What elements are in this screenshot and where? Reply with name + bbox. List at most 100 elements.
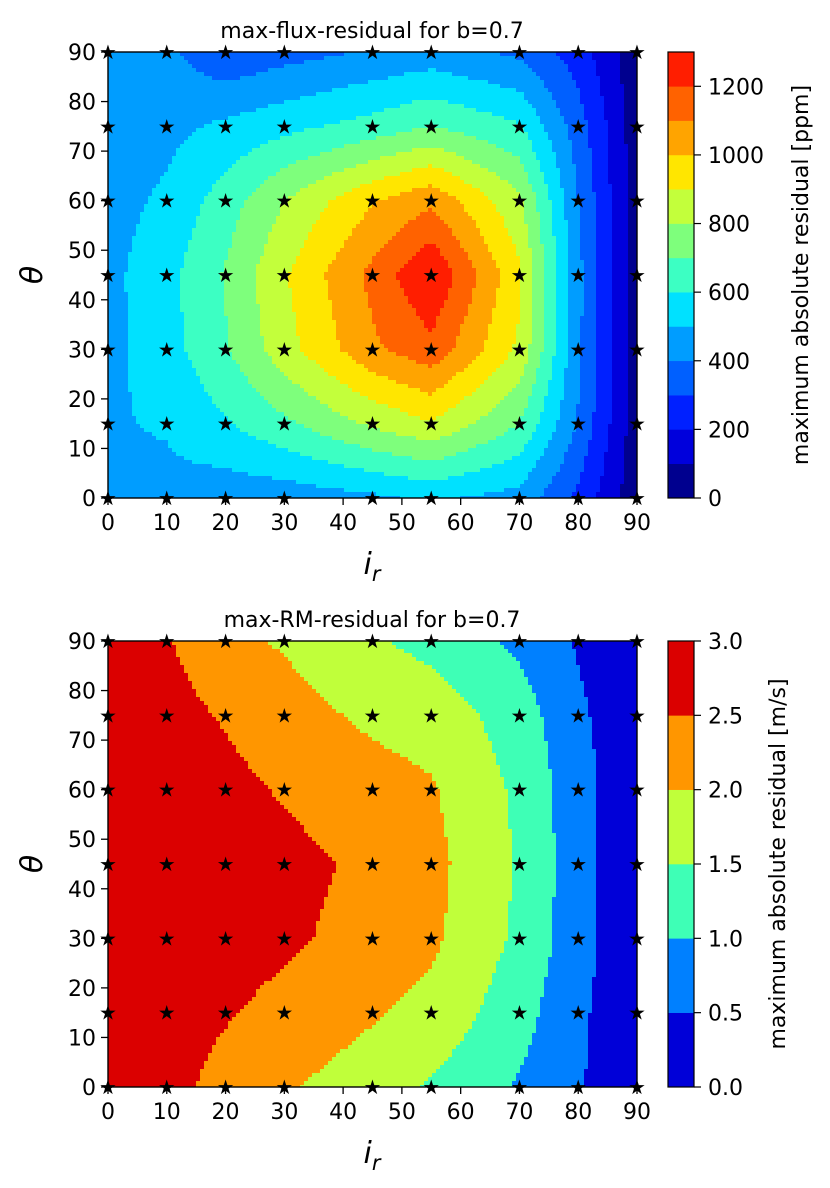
contour-cell: [196, 136, 201, 141]
contour-cell: [112, 108, 117, 113]
contour-cell: [192, 348, 197, 353]
contour-cell: [220, 84, 225, 89]
contour-cell: [144, 88, 149, 93]
contour-cell: [108, 208, 113, 213]
contour-cell: [152, 148, 157, 153]
contour-cell: [188, 288, 193, 293]
contour-cell: [112, 256, 117, 261]
contour-cell: [232, 480, 237, 485]
contour-cell: [164, 144, 169, 149]
contour-cell: [208, 140, 213, 145]
contour-cell: [284, 264, 289, 269]
contour-cell: [236, 340, 241, 345]
contour-cell: [160, 304, 165, 309]
contour-cell: [156, 264, 161, 269]
contour-cell: [120, 72, 125, 77]
contour-cell: [180, 456, 185, 461]
contour-cell: [172, 468, 177, 473]
contour-cell: [128, 236, 133, 241]
contour-cell: [200, 200, 205, 205]
contour-cell: [268, 476, 273, 481]
contour-cell: [256, 356, 261, 361]
contour-cell: [224, 476, 229, 481]
contour-cell: [224, 364, 229, 369]
contour-cell: [192, 180, 197, 185]
contour-cell: [128, 396, 133, 401]
contour-cell: [252, 460, 257, 465]
contour-cell: [276, 464, 281, 469]
contour-cell: [236, 136, 241, 141]
contour-cell: [256, 476, 261, 481]
contour-cell: [216, 460, 221, 465]
contour-cell: [236, 120, 241, 125]
contour-cell: [156, 300, 161, 305]
contour-cell: [120, 308, 125, 313]
contour-cell: [240, 64, 245, 69]
contour-cell: [144, 320, 149, 325]
contour-cell: [176, 384, 181, 389]
contour-cell: [264, 404, 269, 409]
contour-cell: [268, 436, 273, 441]
contour-cell: [156, 172, 161, 177]
contour-cell: [124, 352, 129, 357]
contour-cell: [252, 408, 257, 413]
contour-cell: [156, 432, 161, 437]
contour-cell: [200, 160, 205, 165]
contour-cell: [276, 136, 281, 141]
contour-cell: [144, 56, 149, 61]
contour-cell: [196, 112, 201, 117]
contour-cell: [212, 380, 217, 385]
contour-cell: [180, 92, 185, 97]
contour-cell: [260, 380, 265, 385]
contour-cell: [180, 352, 185, 357]
contour-cell: [124, 384, 129, 389]
contour-cell: [132, 488, 137, 493]
contour-cell: [112, 392, 117, 397]
contour-cell: [260, 52, 265, 57]
contour-cell: [188, 492, 193, 497]
contour-cell: [280, 184, 285, 189]
contour-cell: [216, 308, 221, 313]
contour-cell: [280, 60, 285, 65]
contour-cell: [268, 416, 273, 421]
contour-cell: [156, 124, 161, 129]
contour-cell: [144, 204, 149, 209]
contour-cell: [284, 108, 289, 113]
contour-cell: [260, 180, 265, 185]
contour-cell: [160, 400, 165, 405]
contour-cell: [176, 368, 181, 373]
contour-cell: [156, 212, 161, 217]
contour-cell: [164, 384, 169, 389]
contour-cell: [184, 260, 189, 265]
contour-cell: [244, 432, 249, 437]
contour-cell: [260, 256, 265, 261]
contour-cell: [156, 460, 161, 465]
contour-cell: [244, 484, 249, 489]
contour-cell: [192, 388, 197, 393]
contour-cell: [284, 296, 289, 301]
contour-cell: [244, 472, 249, 477]
contour-cell: [192, 368, 197, 373]
contour-cell: [160, 236, 165, 241]
contour-cell: [232, 288, 237, 293]
contour-cell: [144, 460, 149, 465]
contour-cell: [140, 292, 145, 297]
contour-cell: [196, 352, 201, 357]
contour-cell: [272, 308, 277, 313]
contour-cell: [212, 168, 217, 173]
contour-cell: [280, 200, 285, 205]
contour-cell: [124, 288, 129, 293]
contour-cell: [156, 164, 161, 169]
contour-cell: [240, 480, 245, 485]
contour-cell: [164, 336, 169, 341]
contour-cell: [148, 128, 153, 133]
contour-cell: [280, 300, 285, 305]
contour-cell: [220, 224, 225, 229]
contour-cell: [168, 368, 173, 373]
contour-cell: [284, 92, 289, 97]
contour-cell: [268, 404, 273, 409]
contour-cell: [168, 492, 173, 497]
contour-cell: [264, 276, 269, 281]
contour-cell: [120, 64, 125, 69]
contour-cell: [124, 116, 129, 121]
